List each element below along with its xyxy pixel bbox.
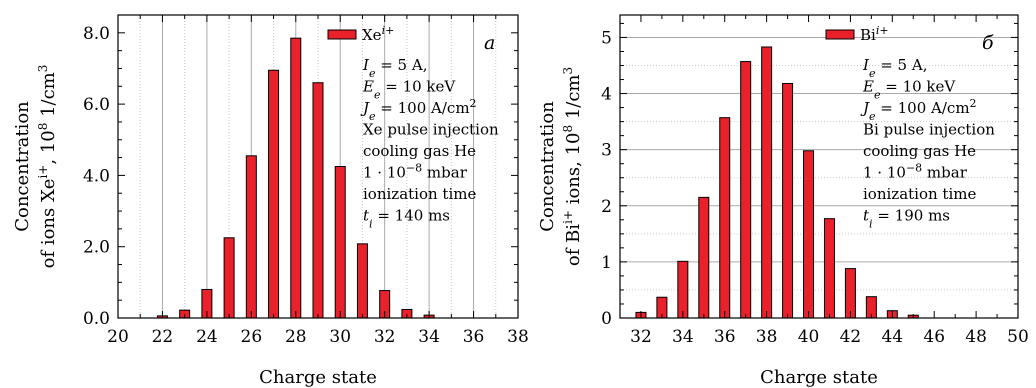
x-tick-label: 30	[329, 327, 351, 347]
x-tick-label: 28	[285, 327, 307, 347]
panel-letter: б	[982, 32, 994, 54]
panel-letter: a	[484, 32, 495, 54]
x-tick-label: 20	[107, 327, 129, 347]
y-axis-label-line1: Concentration	[537, 101, 558, 232]
chart-panel-1: 20 22 24 26 28 30 32 34 36 38 0.0 2.0 4.0 6.0 8.0 Charg…	[12, 14, 529, 388]
x-tick-label: 22	[152, 327, 174, 347]
annotation-line: Xe pulse injection	[363, 121, 499, 139]
x-tick-label: 50	[1007, 327, 1029, 347]
bar-42	[844, 268, 856, 319]
legend-label: Bii+	[860, 24, 889, 45]
bar-39	[782, 82, 794, 319]
annotation-line: ionization time	[363, 185, 476, 203]
annotation-line: Ie = 5 A,	[362, 56, 427, 80]
y-tick-label: 8.0	[83, 24, 110, 44]
annotation-line: Je = 100 A/cm2	[860, 97, 977, 123]
y-tick-label: 4	[601, 85, 612, 105]
bar-26	[245, 155, 257, 319]
y-tick-label: 2.0	[83, 238, 110, 258]
annotation-line: ti = 140 ms	[363, 207, 450, 231]
annotation-line: ionization time	[863, 185, 976, 203]
annotation-line: ti = 190 ms	[863, 207, 950, 231]
x-tick-label: 36	[463, 327, 485, 347]
x-tick-label: 34	[672, 327, 694, 347]
legend: Xei+	[327, 24, 394, 45]
x-tick-label: 34	[418, 327, 440, 347]
bar-series	[635, 46, 919, 319]
bar-27	[268, 69, 280, 319]
y-tick-label: 2	[601, 197, 612, 217]
bar-38	[761, 46, 773, 319]
y-tick-label: 1	[601, 253, 612, 273]
grid	[620, 36, 1018, 291]
x-axis-label: Charge state	[259, 367, 377, 388]
annotation-line: Je = 100 A/cm2	[360, 97, 477, 123]
bar-30	[334, 166, 346, 319]
x-tick-label: 38	[756, 327, 778, 347]
bar-37	[740, 61, 752, 319]
bar-29	[312, 82, 324, 319]
y-tick-label: 6.0	[83, 95, 110, 115]
x-tick-label: 26	[241, 327, 263, 347]
bar-35	[698, 196, 710, 319]
y-tick-label: 0.0	[83, 309, 110, 329]
plot-frame	[619, 14, 1019, 319]
y-axis-label-line2: of ions Xei+, 108 1/cm3	[36, 65, 59, 269]
x-tick-label: 32	[630, 327, 652, 347]
legend-label: Xei+	[362, 24, 394, 45]
bar-31	[356, 243, 368, 319]
y-axis-label-line2: of Bii+ ions, 108 1/cm3	[561, 67, 584, 266]
x-tick-label: 40	[798, 327, 820, 347]
x-tick-label: 36	[714, 327, 736, 347]
x-tick-label: 48	[965, 327, 987, 347]
x-tick-label: 32	[374, 327, 396, 347]
bar-25	[223, 237, 235, 319]
bar-40	[803, 150, 815, 319]
annotation-line: 1 · 10−8 mbar	[363, 161, 468, 182]
annotation-line: cooling gas He	[863, 142, 976, 160]
y-tick-label: 5	[601, 28, 612, 48]
y-tick-label: 4.0	[83, 166, 110, 186]
x-tick-label: 24	[196, 327, 218, 347]
x-tick-label: 46	[923, 327, 945, 347]
x-tick-label: 44	[881, 327, 903, 347]
y-axis-label-line1: Concentration	[12, 101, 33, 232]
x-tick-label: 38	[507, 327, 529, 347]
x-tick-label: 42	[840, 327, 862, 347]
y-tick-label: 3	[601, 141, 612, 161]
legend-swatch	[825, 29, 855, 40]
annotation-line: Ee = 10 keV	[862, 78, 956, 102]
annotation-line: Bi pulse injection	[863, 121, 995, 139]
y-tick-label: 0	[601, 309, 612, 329]
annotation-line: Ie = 5 A,	[862, 56, 927, 80]
bar-36	[719, 117, 731, 319]
annotation-line: cooling gas He	[363, 142, 476, 160]
bar-41	[823, 218, 835, 319]
bar-34	[677, 260, 689, 319]
legend-swatch	[327, 29, 357, 40]
bar-28	[290, 37, 302, 319]
x-axis-label: Charge state	[760, 367, 878, 388]
annotation-line: Ee = 10 keV	[362, 78, 456, 102]
legend: Bii+	[825, 24, 889, 45]
annotation-line: 1 · 10−8 mbar	[863, 161, 968, 182]
